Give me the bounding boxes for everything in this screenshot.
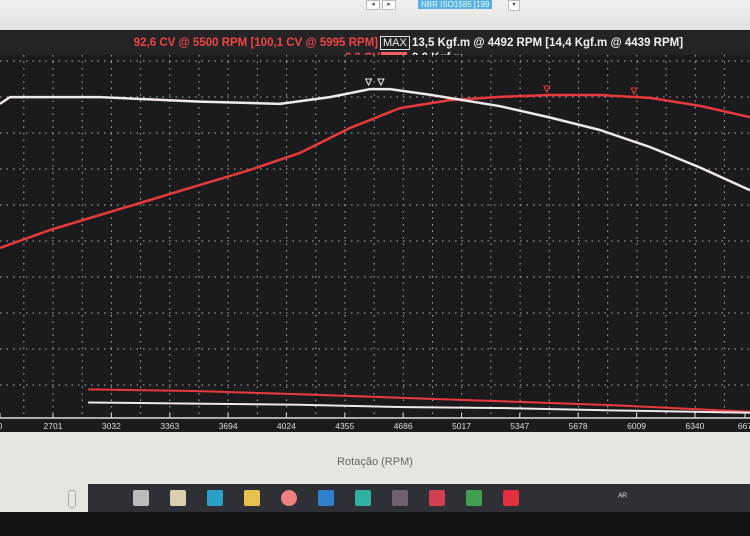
app-green-icon[interactable] xyxy=(466,490,482,506)
peak-marker-icon xyxy=(542,85,551,94)
microphone-icon[interactable] xyxy=(68,490,76,508)
x-tick-label: 0 xyxy=(0,421,3,431)
x-tick-label: 2701 xyxy=(44,421,63,431)
store-icon[interactable] xyxy=(244,490,260,506)
max-toggle[interactable]: MAX xyxy=(380,36,410,50)
plot-background xyxy=(0,55,750,432)
app-zz-icon[interactable] xyxy=(503,490,519,506)
x-tick-label: 3032 xyxy=(102,421,121,431)
power-curve-0 xyxy=(0,93,750,250)
taskbar: ᴬᴿ xyxy=(68,484,750,512)
file-explorer-icon[interactable] xyxy=(170,490,186,506)
firefox-icon[interactable] xyxy=(281,490,297,506)
torque-readout: 13,5 Kgf.m @ 4492 RPM [14,4 Kgf.m @ 4439… xyxy=(412,37,684,49)
x-ticks: 0 2701 3032 3363 3694 4024 4355 4686 5017 5347 567… xyxy=(0,413,750,431)
mail-icon[interactable] xyxy=(355,490,371,506)
x-tick-label: 3694 xyxy=(219,421,238,431)
torque-curve-1 xyxy=(0,87,750,192)
peak-markers xyxy=(364,78,638,96)
x-tick-label: 4355 xyxy=(335,421,354,431)
b-app-icon[interactable] xyxy=(318,490,334,506)
standard-dropdown[interactable]: NBR ISO1585 [199 xyxy=(418,0,493,9)
x-tick-label: 5347 xyxy=(510,421,529,431)
x-tick-label: 667 xyxy=(738,421,750,431)
dyno-app-icon[interactable] xyxy=(392,490,408,506)
x-tick-label: 6009 xyxy=(627,421,646,431)
chevron-down-icon[interactable]: ▾ xyxy=(508,0,520,11)
nav-next-button[interactable]: ▸ xyxy=(382,0,396,10)
tray-language-indicator[interactable]: ᴬᴿ xyxy=(618,492,628,503)
peak-marker-icon xyxy=(364,78,373,87)
x-tick-label: 3363 xyxy=(160,421,179,431)
x-tick-label: 5678 xyxy=(569,421,588,431)
app-red-icon[interactable] xyxy=(429,490,445,506)
peak-marker-icon xyxy=(377,78,385,87)
screen-bezel xyxy=(0,512,750,536)
x-axis-label: Rotação (RPM) xyxy=(337,456,413,468)
x-tick-label: 5017 xyxy=(452,421,471,431)
power-curve-2 xyxy=(88,388,750,413)
series-lines xyxy=(0,87,750,414)
x-axis-label-area: Rotação (RPM) xyxy=(0,432,750,487)
x-tick-label: 6340 xyxy=(685,421,704,431)
power-readout: 92,6 CV @ 5500 RPM [100,1 CV @ 5995 RPM] xyxy=(133,37,378,49)
x-tick-label: 4024 xyxy=(277,421,296,431)
peak-marker-icon xyxy=(630,87,638,96)
x-tick-label: 4686 xyxy=(394,421,413,431)
torque-curve-3 xyxy=(88,401,750,414)
nav-prev-button[interactable]: ◂ xyxy=(366,0,380,10)
task-view-icon[interactable] xyxy=(133,490,149,506)
edge-icon[interactable] xyxy=(207,490,223,506)
dyno-chart: 0 2701 3032 3363 3694 4024 4355 4686 5017 5347 567… xyxy=(0,55,750,432)
